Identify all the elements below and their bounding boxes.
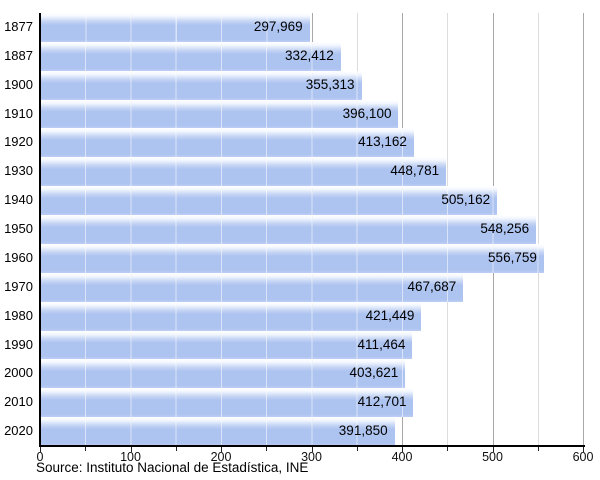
bar-value-label: 355,313 bbox=[305, 76, 355, 92]
bar-value-label: 332,412 bbox=[285, 47, 334, 63]
bar: 413,162 bbox=[40, 128, 414, 158]
year-label: 1980 bbox=[4, 307, 33, 323]
x-axis-major-tick bbox=[583, 447, 584, 452]
bar-value-label: 556,759 bbox=[488, 249, 537, 265]
x-axis-minor-tick bbox=[356, 447, 358, 451]
year-label: 1970 bbox=[4, 278, 33, 294]
year-label: 1960 bbox=[4, 249, 33, 265]
x-axis-tick-label: 500 bbox=[482, 450, 503, 464]
x-axis-minor-tick bbox=[266, 447, 268, 451]
x-axis-line bbox=[38, 445, 585, 447]
bar: 467,687 bbox=[40, 272, 464, 302]
bar: 448,781 bbox=[40, 157, 447, 187]
x-axis-major-tick bbox=[402, 447, 403, 452]
x-axis-major-tick bbox=[492, 447, 494, 452]
bar-value-label: 403,621 bbox=[349, 365, 399, 381]
y-axis-line bbox=[38, 13, 41, 447]
x-axis-tick-label: 100 bbox=[120, 450, 141, 464]
source-caption: Source: Instituto Nacional de Estadístic… bbox=[36, 460, 309, 475]
year-label: 1920 bbox=[4, 134, 33, 150]
bar-value-label: 396,100 bbox=[342, 105, 392, 121]
x-axis-tick-label: 300 bbox=[301, 450, 322, 464]
bar: 297,969 bbox=[40, 13, 310, 42]
year-label: 2000 bbox=[4, 365, 33, 381]
x-axis-minor-tick bbox=[85, 447, 87, 451]
year-label: 1930 bbox=[4, 163, 33, 179]
year-label: 1990 bbox=[4, 336, 33, 352]
bar-value-label: 467,687 bbox=[407, 278, 457, 294]
bar: 391,850 bbox=[40, 417, 395, 446]
year-label: 1900 bbox=[4, 76, 33, 92]
bar-value-label: 421,449 bbox=[365, 307, 415, 323]
bar-value-label: 413,162 bbox=[358, 134, 407, 150]
bar: 556,759 bbox=[40, 243, 544, 273]
bar-value-label: 411,464 bbox=[357, 336, 406, 352]
x-axis-major-tick bbox=[221, 447, 222, 452]
bar-value-label: 505,162 bbox=[441, 192, 491, 208]
x-axis-tick-label: 0 bbox=[36, 450, 44, 464]
x-axis-major-tick bbox=[311, 447, 313, 452]
year-label: 1910 bbox=[4, 105, 33, 121]
year-label: 1950 bbox=[4, 221, 33, 237]
bar: 505,162 bbox=[40, 186, 498, 216]
bar-value-label: 297,969 bbox=[253, 19, 303, 34]
x-axis-major-tick bbox=[40, 447, 41, 452]
bar: 411,464 bbox=[40, 330, 413, 360]
year-label: 2020 bbox=[4, 423, 33, 439]
year-label: 1940 bbox=[4, 192, 33, 208]
x-axis-tick-label: 200 bbox=[210, 450, 232, 464]
bar-value-label: 391,850 bbox=[338, 423, 388, 439]
bar-value-label: 548,256 bbox=[480, 221, 530, 237]
year-label: 2010 bbox=[4, 394, 33, 410]
year-label: 1877 bbox=[4, 19, 33, 34]
year-label: 1887 bbox=[4, 47, 33, 63]
bar: 412,701 bbox=[40, 388, 414, 418]
major-gridline bbox=[583, 13, 584, 445]
x-axis-minor-tick bbox=[175, 447, 177, 451]
bar: 421,449 bbox=[40, 301, 422, 331]
x-axis-minor-tick bbox=[537, 447, 539, 451]
bar: 403,621 bbox=[40, 359, 406, 389]
bar-value-label: 448,781 bbox=[390, 163, 440, 179]
bar: 548,256 bbox=[40, 215, 537, 244]
x-axis-tick-label: 400 bbox=[391, 450, 413, 464]
x-axis-tick-label: 600 bbox=[572, 450, 594, 464]
bar: 396,100 bbox=[40, 99, 399, 129]
bar-value-label: 412,701 bbox=[357, 394, 407, 410]
minor-gridline bbox=[537, 13, 539, 445]
bar: 355,313 bbox=[40, 70, 362, 100]
bar: 332,412 bbox=[40, 41, 341, 71]
x-axis-major-tick bbox=[130, 447, 132, 452]
x-axis-minor-tick bbox=[447, 447, 449, 451]
